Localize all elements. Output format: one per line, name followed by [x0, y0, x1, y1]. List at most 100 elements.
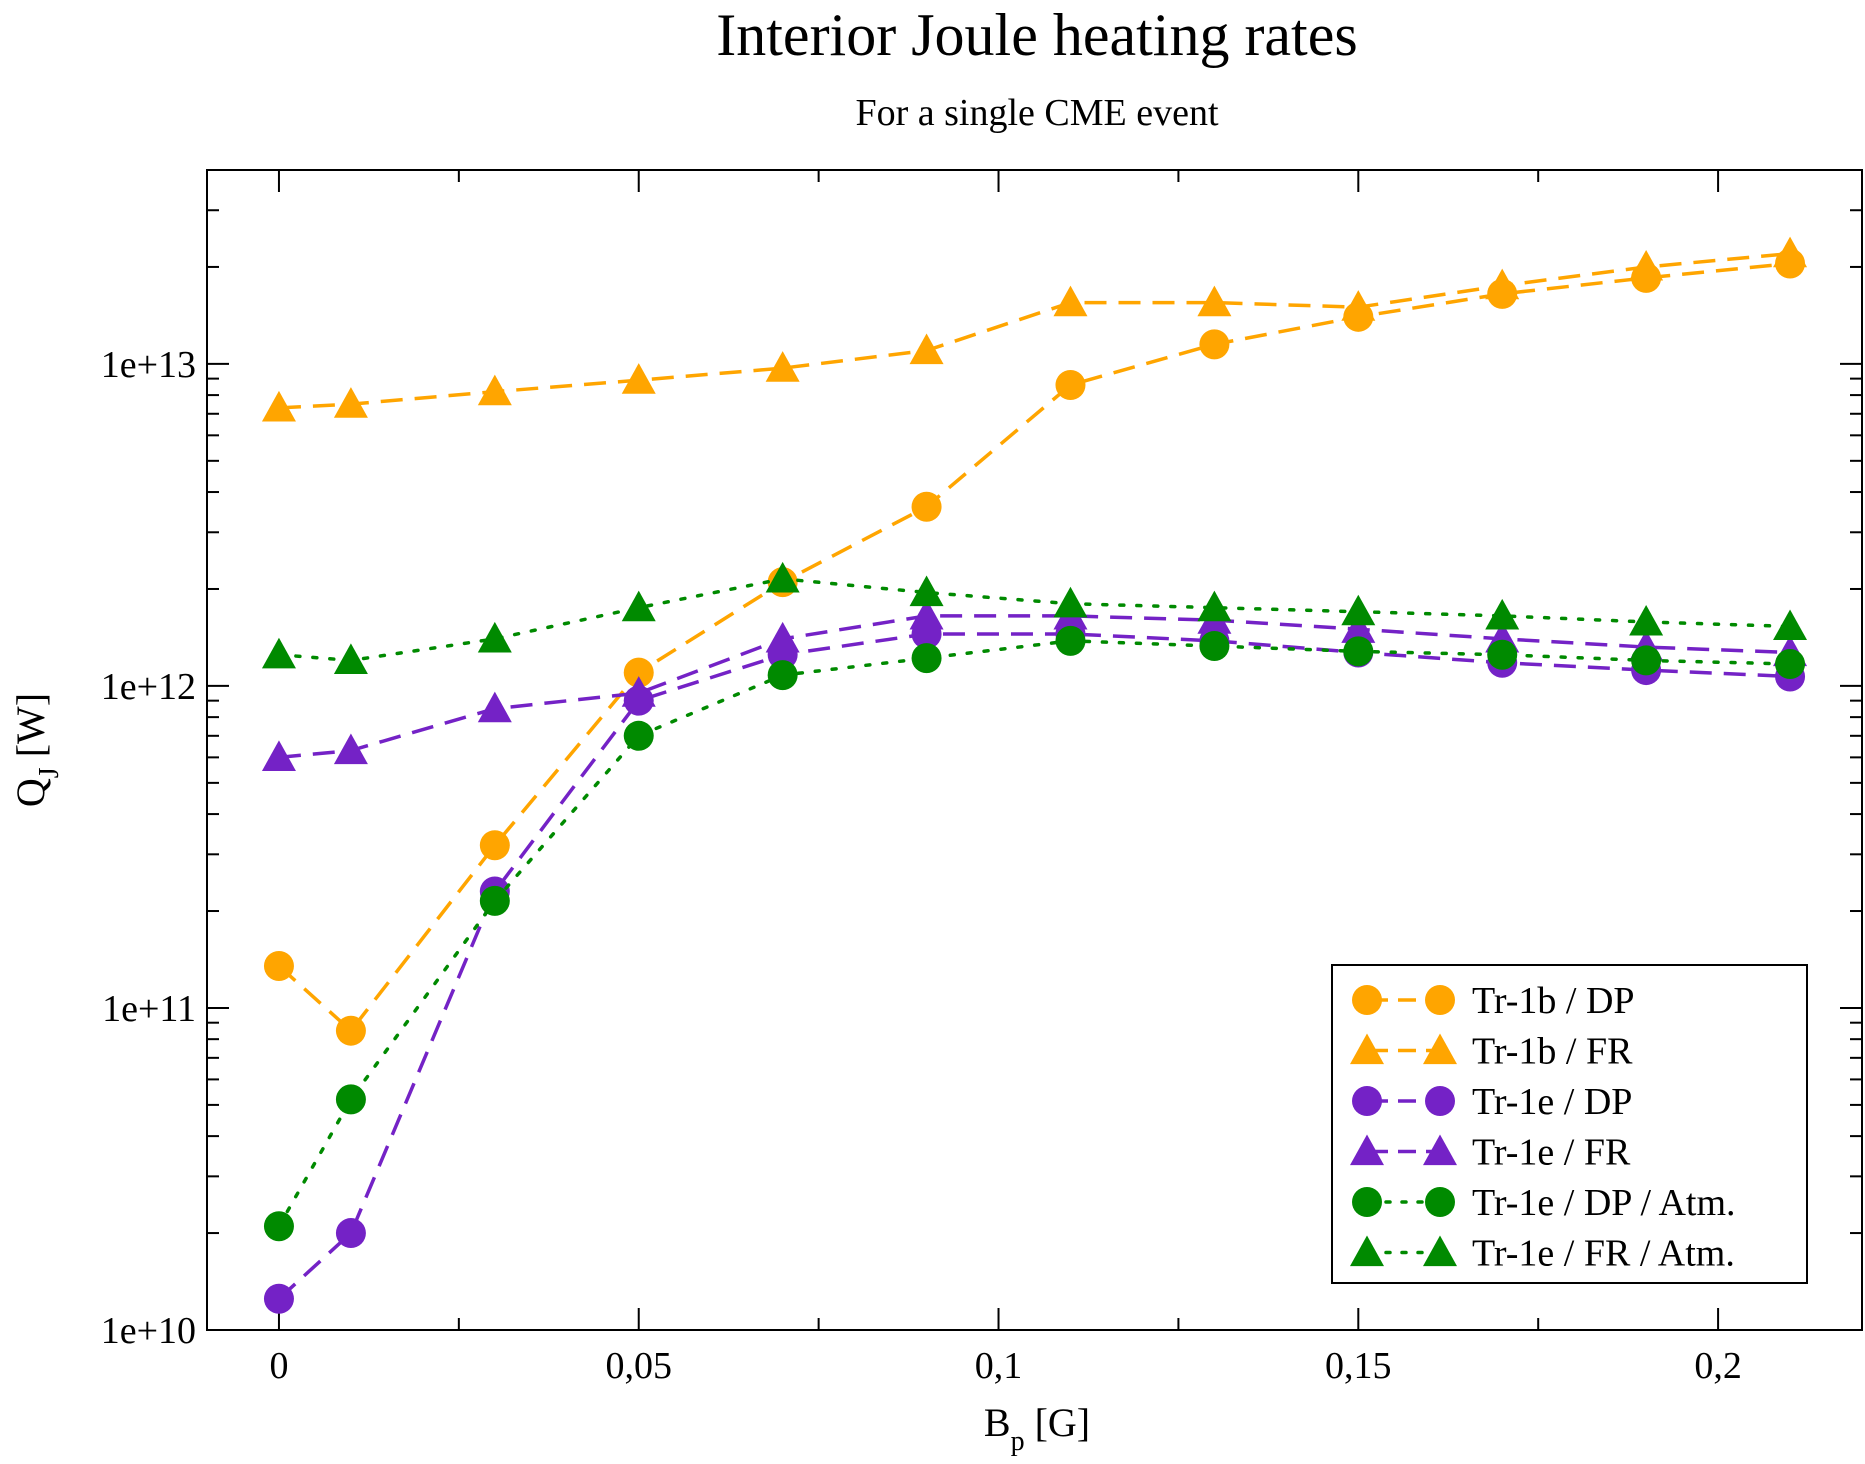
data-point	[335, 1218, 366, 1249]
data-point	[1341, 594, 1376, 626]
data-point	[477, 621, 512, 653]
legend-label: Tr-1e / DP	[1472, 1081, 1632, 1123]
data-point	[1631, 645, 1662, 676]
chart-title: Interior Joule heating rates	[716, 2, 1357, 68]
data-point	[333, 733, 368, 765]
series-1	[261, 236, 1808, 422]
data-point	[1485, 598, 1520, 630]
data-point	[261, 740, 296, 771]
legend-marker	[1352, 1187, 1382, 1217]
data-point	[909, 333, 944, 365]
data-point	[909, 598, 944, 630]
x-tick-label: 0,05	[605, 1345, 672, 1387]
y-tick-label: 1e+12	[101, 666, 196, 708]
data-point	[765, 621, 800, 653]
data-point	[333, 643, 368, 675]
data-point	[477, 691, 512, 723]
x-tick-label: 0,1	[975, 1345, 1023, 1387]
legend-item: Tr-1e / DP	[1352, 1081, 1632, 1123]
data-point	[621, 676, 656, 707]
series-line	[278, 251, 1791, 410]
data-point	[1629, 249, 1664, 281]
legend-label: Tr-1b / DP	[1472, 980, 1635, 1022]
legend-item: Tr-1e / DP / Atm.	[1352, 1182, 1736, 1224]
chart-subtitle: For a single CME event	[855, 92, 1219, 134]
x-tick-label: 0,15	[1325, 1345, 1392, 1387]
legend-marker	[1425, 1086, 1455, 1116]
data-point	[909, 575, 944, 607]
series-4	[263, 625, 1806, 1242]
y-tick-label: 1e+10	[101, 1310, 196, 1352]
x-axis-label-unit: [G]	[1035, 1400, 1091, 1445]
data-point	[1341, 612, 1376, 643]
y-axis-label: QJ [W]	[8, 693, 65, 807]
y-tick-labels: 1e+10 1e+11 1e+12 1e+13	[101, 344, 196, 1352]
series-line	[277, 577, 1792, 663]
x-tick-label: 0	[269, 1345, 288, 1387]
data-point	[911, 491, 942, 522]
data-point	[1629, 604, 1664, 636]
y-axis-label-sub: J	[34, 767, 65, 778]
data-point	[1343, 636, 1374, 667]
data-point	[621, 363, 656, 394]
data-point	[1053, 285, 1088, 317]
data-point	[1775, 648, 1806, 679]
legend-item: Tr-1b / DP	[1352, 980, 1635, 1022]
data-point	[1487, 639, 1518, 670]
data-point	[263, 1283, 294, 1314]
legend: Tr-1b / DP Tr-1b / FR Tr-1e / DP Tr-1e / FR…	[1331, 964, 1808, 1284]
plot-ticks	[207, 169, 1862, 1331]
x-axis-label-main: B	[984, 1400, 1011, 1445]
data-point	[261, 637, 296, 669]
legend-item: Tr-1e / FR / Atm.	[1350, 1233, 1735, 1275]
legend-label: Tr-1b / FR	[1472, 1031, 1633, 1073]
legend-marker	[1425, 985, 1455, 1015]
y-tick-label: 1e+11	[102, 988, 196, 1030]
legend-label: Tr-1e / FR	[1472, 1132, 1631, 1174]
plot-series	[261, 236, 1808, 1314]
data-point	[477, 374, 512, 406]
series-line	[277, 639, 1792, 1228]
data-point	[1197, 590, 1232, 622]
data-point	[263, 1211, 294, 1242]
x-tick-label: 0,2	[1694, 1345, 1742, 1387]
data-point	[765, 351, 800, 382]
data-point	[765, 561, 800, 593]
data-point	[767, 660, 798, 691]
legend-marker	[1423, 1235, 1457, 1267]
legend-box	[1331, 964, 1808, 1284]
legend-item: Tr-1e / FR	[1350, 1132, 1631, 1174]
data-point	[1055, 369, 1086, 400]
y-axis-label-main: Q	[8, 778, 53, 807]
legend-marker	[1423, 1033, 1457, 1065]
y-tick-label: 1e+13	[101, 344, 196, 386]
data-point	[911, 643, 942, 674]
legend-marker	[1350, 1033, 1384, 1065]
data-point	[479, 885, 510, 916]
data-point	[1773, 609, 1808, 641]
data-point	[1053, 586, 1088, 618]
data-point	[1197, 285, 1232, 317]
data-point	[1199, 631, 1230, 662]
data-point	[1055, 625, 1086, 656]
data-point	[261, 390, 296, 422]
series-line	[278, 614, 1791, 760]
x-axis-label-sub: p	[1011, 1426, 1025, 1457]
y-axis-label-unit: [W]	[8, 693, 53, 757]
legend-marker	[1423, 1134, 1457, 1166]
legend-marker	[1350, 1134, 1384, 1166]
legend-marker	[1425, 1187, 1455, 1217]
series-5	[261, 561, 1808, 675]
series-line	[277, 632, 1791, 1301]
plot-frame	[206, 169, 1863, 1331]
data-point	[1773, 236, 1808, 268]
data-point	[623, 720, 654, 751]
data-point	[335, 1015, 366, 1046]
legend-label: Tr-1e / FR / Atm.	[1472, 1233, 1735, 1275]
data-point	[623, 657, 654, 688]
data-point	[1341, 290, 1376, 321]
data-point	[1199, 329, 1230, 360]
legend-label: Tr-1e / DP / Atm.	[1472, 1182, 1736, 1224]
legend-marker	[1352, 985, 1382, 1015]
